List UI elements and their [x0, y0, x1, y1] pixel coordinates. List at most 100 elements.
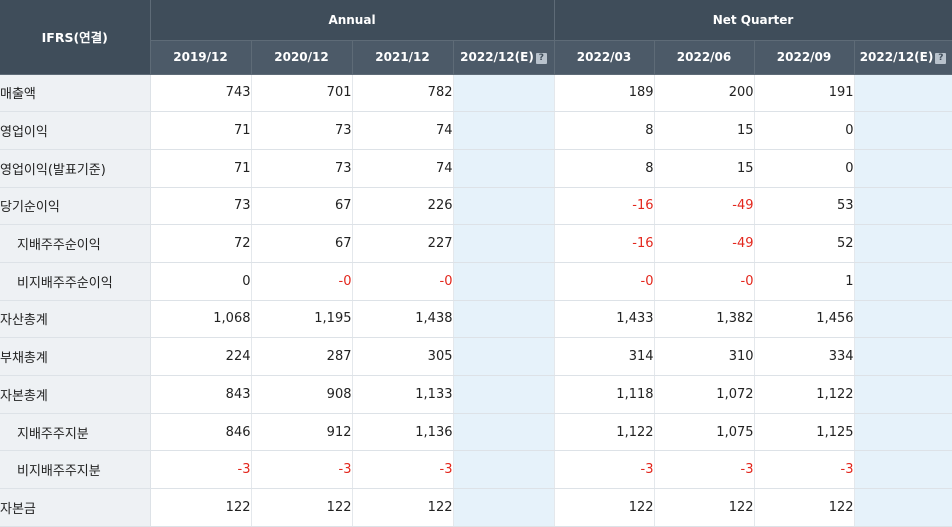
header-period: 2020/12: [251, 40, 353, 75]
table-row: 자본총계 843 908 1,133 1,118 1,072 1,122: [0, 375, 952, 414]
header-period: 2022/12(E)?: [854, 40, 952, 75]
table-cell: 1,382: [654, 300, 755, 339]
table-row: 매출액 743 701 782 189 200 191: [0, 74, 952, 113]
table-cell: -3: [251, 450, 353, 490]
row-label: 비지배주주순이익: [0, 262, 151, 301]
header-group-net-quarter: Net Quarter: [554, 0, 952, 41]
table-cell: 1,433: [554, 300, 655, 339]
table-cell: 122: [554, 488, 655, 527]
header-period: 2019/12: [150, 40, 252, 75]
table-row: 지배주주순이익 72 67 227 -16 -49 52: [0, 224, 952, 263]
table-cell: [453, 262, 555, 301]
table-cell: 1,195: [251, 300, 353, 339]
table-cell: 0: [754, 149, 855, 188]
table-cell: 1,456: [754, 300, 855, 339]
help-icon[interactable]: ?: [535, 53, 547, 64]
table-cell: 71: [150, 149, 252, 188]
table-cell: 122: [150, 488, 252, 527]
table-cell: -3: [654, 450, 755, 490]
row-label: 영업이익(발표기준): [0, 149, 151, 188]
table-cell: -3: [554, 450, 655, 490]
table-cell: [854, 149, 952, 188]
header-period: 2022/12(E)?: [453, 40, 555, 75]
table-cell: [854, 413, 952, 452]
table-cell: -0: [554, 262, 655, 301]
table-cell: 1,438: [352, 300, 454, 339]
table-cell: 73: [251, 111, 353, 150]
table-row: 영업이익(발표기준) 71 73 74 8 15 0: [0, 149, 952, 188]
table-cell: 912: [251, 413, 353, 452]
table-row: 자본금 122 122 122 122 122 122: [0, 488, 952, 527]
table-row: 비지배주주지분 -3 -3 -3 -3 -3 -3: [0, 450, 952, 490]
header-period-label: 2022/03: [576, 50, 632, 64]
table-cell: 908: [251, 375, 353, 414]
table-cell: 73: [251, 149, 353, 188]
header-period-label: 2022/09: [776, 50, 832, 64]
header-period: 2022/03: [554, 40, 655, 75]
table-cell: [854, 450, 952, 490]
table-cell: [854, 74, 952, 113]
table-cell: 74: [352, 111, 454, 150]
help-icon[interactable]: ?: [935, 53, 947, 64]
row-label: 당기순이익: [0, 187, 151, 226]
table-cell: 1,122: [554, 413, 655, 452]
table-cell: -0: [352, 262, 454, 301]
row-label: 지배주주지분: [0, 413, 151, 452]
table-cell: 224: [150, 337, 252, 376]
row-label: 자본금: [0, 488, 151, 527]
table-cell: 1,118: [554, 375, 655, 414]
table-cell: [453, 337, 555, 376]
table-cell: 122: [754, 488, 855, 527]
table-cell: 72: [150, 224, 252, 263]
table-cell: 334: [754, 337, 855, 376]
row-label: 영업이익: [0, 111, 151, 150]
table-cell: 200: [654, 74, 755, 113]
table-cell: 8: [554, 149, 655, 188]
table-cell: [854, 111, 952, 150]
row-label: 자본총계: [0, 375, 151, 414]
table-cell: -16: [554, 224, 655, 263]
header-period-label: 2019/12: [173, 50, 228, 64]
table-cell: -49: [654, 187, 755, 226]
table-cell: [453, 300, 555, 339]
table-cell: 1,122: [754, 375, 855, 414]
header-period-label: 2020/12: [274, 50, 329, 64]
table-cell: 1,075: [654, 413, 755, 452]
table-cell: [854, 224, 952, 263]
table-cell: 782: [352, 74, 454, 113]
table-cell: 8: [554, 111, 655, 150]
table-cell: [453, 149, 555, 188]
table-cell: 314: [554, 337, 655, 376]
table-row: 부채총계 224 287 305 314 310 334: [0, 337, 952, 376]
table-cell: 226: [352, 187, 454, 226]
table-cell: 122: [654, 488, 755, 527]
table-cell: 846: [150, 413, 252, 452]
table-cell: 74: [352, 149, 454, 188]
table-cell: 305: [352, 337, 454, 376]
table-cell: [453, 224, 555, 263]
header-period: 2022/09: [754, 40, 855, 75]
table-row: 비지배주주순이익 0 -0 -0 -0 -0 1: [0, 262, 952, 301]
table-cell: [854, 375, 952, 414]
table-cell: -0: [251, 262, 353, 301]
table-row: 영업이익 71 73 74 8 15 0: [0, 111, 952, 150]
header-period-label: 2022/06: [676, 50, 732, 64]
table-cell: 0: [754, 111, 855, 150]
table-cell: [854, 187, 952, 226]
table-cell: -49: [654, 224, 755, 263]
table-cell: -3: [150, 450, 252, 490]
table-cell: 191: [754, 74, 855, 113]
header-period-label: 2022/12(E): [859, 50, 934, 64]
table-header: IFRS(연결) Annual Net Quarter 2019/12 2020/1…: [0, 0, 952, 75]
table-cell: [854, 488, 952, 527]
row-label: 자산총계: [0, 300, 151, 339]
header-corner-label: IFRS(연결): [0, 0, 151, 75]
table-cell: -0: [654, 262, 755, 301]
table-cell: 71: [150, 111, 252, 150]
table-cell: 0: [150, 262, 252, 301]
table-cell: 701: [251, 74, 353, 113]
table-cell: [453, 111, 555, 150]
table-cell: -3: [352, 450, 454, 490]
row-label: 비지배주주지분: [0, 450, 151, 490]
table-cell: 67: [251, 224, 353, 263]
